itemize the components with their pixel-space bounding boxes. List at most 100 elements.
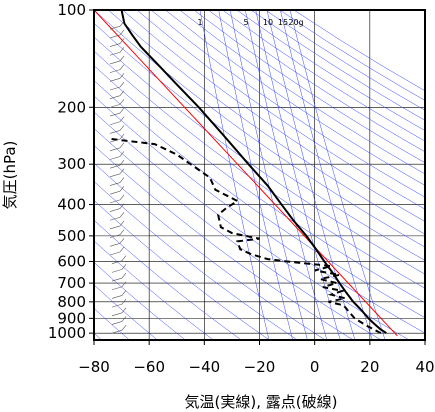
mixing-ratio-label: 10 — [263, 18, 273, 27]
dry-adiabat-line — [208, 10, 425, 153]
wind-barb — [109, 130, 121, 134]
wind-barb-feather — [121, 255, 127, 261]
wind-barb — [109, 225, 121, 230]
wind-barb-feather — [119, 229, 125, 235]
wind-barb-feather — [119, 142, 125, 148]
wind-barb-feather — [119, 203, 125, 209]
y-tick-label: 500 — [57, 227, 86, 245]
wind-barb-feather — [119, 133, 125, 140]
wind-barb — [109, 138, 121, 143]
wind-barb-feather — [119, 107, 125, 114]
x-tick-label: 0 — [310, 358, 320, 376]
dewpoint-profile — [107, 137, 382, 335]
wind-barb — [111, 303, 123, 308]
wind-barb-feather — [121, 290, 127, 296]
dry-adiabat-line — [179, 10, 425, 175]
mixing-ratio-label: 15 — [278, 18, 288, 27]
wind-barb-feather — [119, 151, 125, 157]
guide-layer — [94, 10, 425, 340]
wind-barb-feather — [121, 316, 127, 322]
mixing-ratio-labels: 1 5 10 15 20g — [197, 18, 303, 27]
dry-adiabat-line — [94, 65, 425, 304]
wind-barb — [109, 199, 121, 204]
wind-barb — [111, 312, 123, 317]
mixing-ratio-line — [280, 10, 373, 340]
y-tick-label: 300 — [57, 155, 86, 173]
wind-barb-feather — [121, 298, 127, 305]
wind-barb — [109, 69, 121, 73]
dry-adiabat-line — [165, 10, 425, 186]
wind-barb-feather — [121, 324, 127, 331]
mixing-ratio-line — [199, 10, 270, 340]
dry-adiabat-line — [94, 200, 270, 340]
temperature-profile — [120, 10, 387, 334]
wind-barb-feather — [119, 90, 125, 96]
x-tick-label: −40 — [189, 358, 221, 376]
wind-barb — [109, 216, 121, 221]
wind-barb-feather — [121, 307, 127, 313]
wind-barb-feather — [119, 81, 125, 88]
wind-barb — [109, 164, 121, 169]
wind-barb-feather — [119, 194, 125, 201]
wind-barb-feather — [119, 47, 125, 53]
y-tick-label: 1000 — [48, 324, 86, 342]
wind-barb — [109, 95, 121, 99]
wind-barb-feather — [121, 281, 127, 287]
y-tick-label: 100 — [57, 1, 86, 19]
dry-adiabat-line — [94, 128, 382, 340]
wind-barb-feather — [119, 168, 125, 175]
wind-barb — [111, 260, 123, 264]
wind-barb — [109, 243, 121, 247]
wind-barb-feather — [119, 220, 125, 227]
wind-barb — [111, 277, 123, 282]
wind-barb — [109, 112, 121, 117]
mixing-ratio-label: 1 — [197, 18, 202, 27]
wind-barb-feather — [119, 177, 125, 183]
dry-adiabat-line — [94, 145, 354, 340]
wind-barb-feather — [119, 21, 125, 27]
wind-barb — [111, 329, 123, 334]
mixing-ratio-label: 20g — [288, 18, 303, 27]
wind-barb — [111, 295, 123, 299]
wind-barb — [109, 208, 121, 212]
dry-adiabat-line — [94, 111, 410, 340]
wind-barb — [111, 269, 123, 273]
wind-barb — [109, 190, 121, 195]
y-tick-label: 600 — [57, 252, 86, 270]
wind-barb-feather — [119, 73, 125, 79]
wind-barb-feather — [119, 246, 125, 253]
y-tick-label: 800 — [57, 293, 86, 311]
x-tick-label: 40 — [415, 358, 434, 376]
dry-adiabat-line — [94, 284, 158, 340]
data-layer — [94, 10, 398, 337]
x-tick-label: 20 — [360, 358, 379, 376]
x-tick-label: −60 — [133, 358, 165, 376]
wind-barb-feather — [119, 55, 125, 62]
mixing-ratio-line — [218, 10, 293, 340]
wind-barb — [109, 234, 121, 238]
wind-barb — [109, 60, 121, 65]
mixing-ratio-label: 5 — [243, 18, 248, 27]
mixing-ratio-line — [266, 10, 356, 340]
y-tick-label: 900 — [57, 309, 86, 327]
wind-barb-feather — [119, 159, 125, 166]
wind-barb-feather — [119, 29, 125, 36]
wind-barb-column — [109, 21, 127, 334]
wind-barb-feather — [119, 116, 125, 122]
dry-adiabat-line — [94, 219, 242, 340]
dry-adiabat-line — [94, 95, 425, 334]
wind-barb-feather — [119, 64, 125, 70]
wind-barb — [109, 121, 121, 126]
wind-barb-feather — [119, 99, 125, 105]
dry-adiabat-line — [94, 22, 425, 261]
dry-adiabat-line — [94, 162, 326, 340]
wind-barb-feather — [119, 238, 125, 244]
x-tick-label: −20 — [244, 358, 276, 376]
reference-line — [94, 10, 398, 337]
dry-adiabat-line — [94, 261, 186, 340]
dry-adiabat-line — [94, 240, 214, 340]
wind-barb — [109, 182, 121, 186]
dry-adiabat-line — [108, 10, 425, 235]
